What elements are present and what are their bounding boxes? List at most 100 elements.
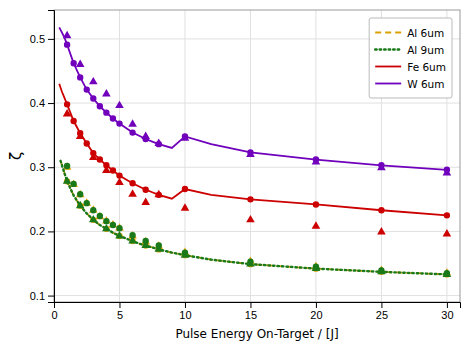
marker-point	[246, 149, 255, 156]
legend-label: Al 6um	[407, 27, 444, 39]
legend-item: Al 6um	[375, 27, 444, 39]
marker-point	[76, 190, 85, 197]
marker-point	[116, 225, 122, 231]
y-tick-mark	[48, 296, 54, 297]
x-tick-label: 5	[117, 309, 123, 321]
x-tick: 25	[376, 302, 388, 321]
y-tick-mark	[48, 231, 54, 232]
x-tick: 15	[245, 302, 257, 321]
x-tick: 10	[179, 302, 191, 321]
marker-point	[110, 167, 116, 173]
legend-label: Al 9um	[407, 44, 444, 56]
y-tick: 0.2	[30, 225, 54, 237]
marker-point	[378, 207, 384, 213]
grid	[54, 10, 460, 302]
x-tick-mark	[185, 302, 186, 308]
series-markers	[64, 101, 450, 218]
marker-point	[110, 115, 116, 121]
marker-point	[154, 139, 163, 146]
grid-line-y	[54, 103, 460, 104]
legend-item: W 6um	[375, 78, 444, 90]
marker-point	[181, 250, 190, 257]
x-tick-mark	[119, 302, 120, 308]
marker-point	[90, 207, 96, 213]
x-tick: 0	[51, 302, 57, 321]
y-tick-label: 0.4	[30, 97, 45, 109]
marker-point	[129, 129, 135, 135]
legend-swatch	[375, 48, 401, 50]
y-axis-title: ζ	[7, 152, 25, 160]
marker-point	[128, 236, 137, 243]
grid-line-x	[315, 10, 316, 302]
marker-point	[102, 89, 111, 96]
x-axis-title: Pulse Energy On-Target / [J]	[175, 327, 338, 341]
x-axis: 051015202530	[51, 302, 460, 321]
marker-point	[129, 180, 135, 186]
marker-point	[103, 218, 109, 224]
series-line	[61, 161, 447, 275]
marker-point	[84, 86, 90, 92]
x-tick-label: 10	[179, 309, 191, 321]
marker-point	[102, 224, 111, 231]
legend-swatch	[375, 66, 401, 68]
marker-point	[444, 212, 450, 218]
marker-point	[102, 216, 111, 223]
marker-point	[70, 60, 76, 66]
marker-point	[246, 215, 255, 222]
marker-point	[84, 140, 90, 146]
marker-point	[377, 267, 386, 274]
marker-point	[64, 163, 70, 169]
series-line	[59, 27, 447, 169]
plot: 0510152025300.10.20.30.40.5Al 6umAl 9umF…	[30, 10, 461, 321]
marker-point	[84, 200, 90, 206]
plot-frame	[54, 10, 460, 302]
marker-point	[89, 77, 98, 84]
marker-point	[115, 101, 124, 108]
marker-point	[96, 212, 105, 219]
marker-point	[141, 131, 150, 138]
grid-line-y	[54, 295, 460, 296]
marker-point	[89, 215, 98, 222]
marker-point	[102, 165, 111, 172]
series-markers	[63, 162, 451, 275]
marker-point	[76, 60, 85, 67]
y-tick-mark	[48, 103, 54, 104]
y-tick-label: 0.5	[30, 33, 45, 45]
series-markers	[64, 178, 450, 277]
marker-point	[97, 103, 103, 109]
y-tick: 0.5	[30, 33, 54, 45]
marker-point	[141, 198, 150, 205]
marker-point	[313, 201, 319, 207]
marker-point	[443, 269, 452, 276]
marker-point	[312, 264, 321, 271]
series-markers	[63, 109, 451, 236]
marker-point	[77, 191, 83, 197]
marker-point	[76, 131, 85, 138]
x-tick-mark	[316, 302, 317, 308]
marker-point	[154, 190, 163, 197]
x-tick-label: 15	[245, 309, 257, 321]
legend-label: Fe 6um	[407, 61, 446, 73]
y-tick: 0.4	[30, 97, 54, 109]
x-tick: 5	[117, 302, 123, 321]
y-tick-label: 0.2	[30, 225, 45, 237]
series-line	[59, 84, 447, 216]
marker-point	[142, 186, 148, 192]
marker-point	[110, 222, 116, 228]
marker-point	[97, 156, 103, 162]
marker-point	[115, 231, 124, 238]
marker-point	[77, 74, 83, 80]
y-axis: 0.10.20.30.40.5	[30, 11, 55, 303]
marker-point	[247, 196, 253, 202]
legend: Al 6um Al 9um Fe 6um W 6um	[369, 18, 452, 98]
marker-point	[89, 205, 98, 212]
marker-point	[141, 241, 150, 248]
marker-point	[443, 229, 452, 236]
marker-point	[63, 31, 72, 38]
legend-box	[369, 18, 452, 98]
marker-point	[116, 120, 122, 126]
x-tick-mark	[250, 302, 251, 308]
marker-point	[128, 189, 137, 196]
x-axis-line	[55, 303, 461, 309]
legend-item: Fe 6um	[375, 61, 446, 73]
